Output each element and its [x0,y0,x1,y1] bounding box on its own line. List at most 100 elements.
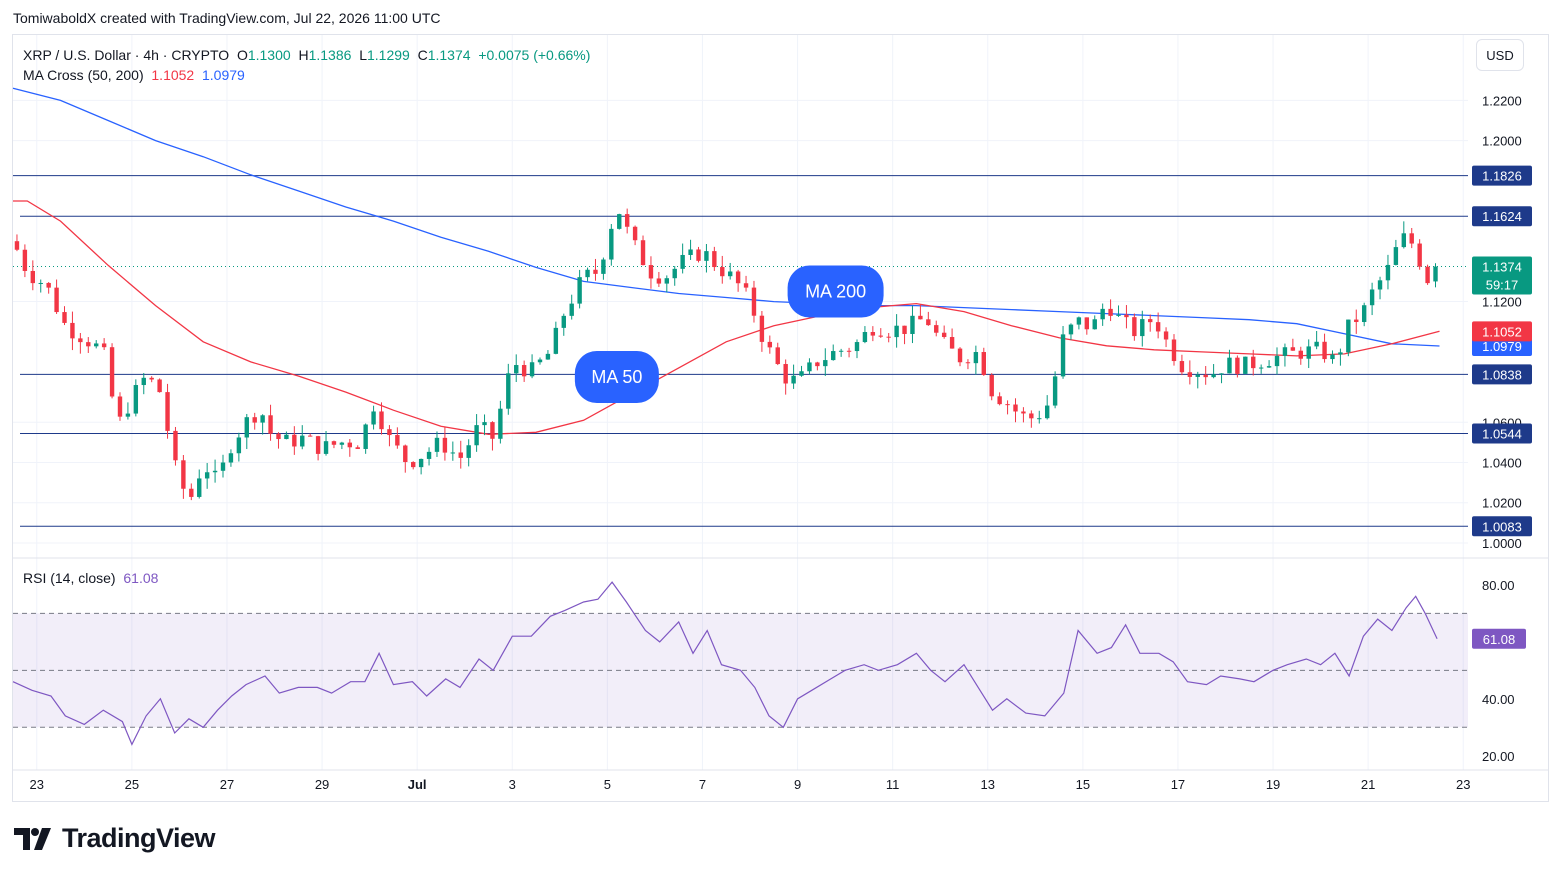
rsi-path [12,581,1438,746]
candle-down [640,240,646,266]
time-tick-label: 13 [981,777,995,792]
level-label-tag [1472,206,1532,227]
time-tick-label: 15 [1076,777,1090,792]
candle-up [1306,346,1311,359]
candle-up [537,359,543,363]
candle-down [387,429,392,436]
candle-down [981,352,986,375]
candle-down [886,336,891,338]
candle-down [593,269,598,274]
time-tick-label: 3 [509,777,516,792]
rsi-tick-label: 80.00 [1482,578,1515,593]
candle-down [1005,404,1010,406]
candle-up [823,360,828,367]
candle-down [941,332,947,338]
candle-up [133,385,139,414]
ma200-price-label-text: 1.0979 [1482,339,1522,354]
candle-down [656,278,662,284]
candle-up [894,325,899,338]
candle-down [712,251,717,268]
price-tick-label: 1.2200 [1482,93,1522,108]
candle-down [458,452,463,458]
candle-up [831,351,836,361]
candle-down [22,249,28,271]
candle-down [759,315,765,342]
candle-up [466,445,471,458]
price-tick-label: 1.1200 [1482,295,1522,310]
candle-down [379,411,384,430]
legend-ma-row: MA Cross (50, 200) 1.1052 1.0979 [23,65,590,85]
candle-up [577,277,582,304]
time-tick-label: 5 [604,777,611,792]
candle-down [62,312,67,323]
price-tick-label: 1.0400 [1482,456,1522,471]
legend-high-label: H [298,47,309,63]
candle-down [1203,374,1208,378]
candle-up [1211,374,1216,378]
candle-down [46,282,51,288]
price-tick-label: 1.0000 [1482,536,1522,551]
ma50-price-label-tag [1472,321,1532,342]
time-tick-label: 23 [1456,777,1470,792]
candle-up [799,371,804,376]
candle-up [1243,356,1248,374]
candle-up [704,251,709,261]
candle-down [70,322,75,339]
last-price-countdown: 59:17 [1486,278,1519,293]
candle-up [1258,367,1264,369]
chart-credit: TomiwaboldX created with TradingView.com… [13,10,441,26]
candle-down [101,343,107,348]
candle-up [482,422,487,426]
candle-down [78,338,83,343]
rsi-legend-title: RSI (14, close) [23,570,116,586]
candle-up [371,411,376,425]
candle-down [292,434,297,447]
candle-up [474,425,479,446]
legend-open-label: O [236,47,248,63]
rsi-last-tag [1472,628,1526,649]
currency-button[interactable]: USD [1476,39,1524,71]
candle-down [355,447,360,449]
candle-down [252,417,257,423]
candle-up [1076,317,1082,325]
candle-up [1227,357,1232,374]
candle-down [1251,356,1256,369]
candle-down [276,433,281,440]
candle-down [783,364,788,384]
candle-down [86,342,91,347]
rsi-legend-value: 61.08 [123,570,159,586]
candle-up [323,441,329,454]
candle-up [1052,376,1058,406]
candle-down [189,488,194,497]
legend-ma-title: MA Cross (50, 200) [23,67,144,83]
ma50-price-label-text: 1.1052 [1482,324,1522,339]
candle-up [212,470,218,473]
candle-down [775,347,780,365]
rsi-tick-label: 20.00 [1482,749,1515,764]
candle-down [965,362,971,364]
candle-down [395,435,400,446]
price-tick-label: 1.0200 [1482,496,1522,511]
candle-up [1219,373,1224,375]
tradingview-logo[interactable]: TradingView [14,823,216,854]
time-tick-label: 9 [794,777,801,792]
time-tick-label: 17 [1171,777,1185,792]
candle-up [862,332,868,343]
candle-up [498,408,503,439]
candle-up [1346,319,1351,353]
chart-frame [12,34,1549,802]
candle-down [149,377,154,380]
level-label-tag [1472,516,1532,537]
candle-up [1433,266,1438,282]
level-label-text: 1.0838 [1482,367,1522,382]
ma50-path [13,200,1440,435]
candle-down [926,319,931,326]
candle-down [1354,319,1359,323]
level-label-text: 1.0083 [1482,519,1522,534]
candle-up [506,373,511,409]
rsi-legend: RSI (14, close) 61.08 [23,570,158,586]
candle-up [617,214,622,229]
candle-down [624,214,630,227]
annotation-ma-50-text: MA 50 [591,367,642,387]
